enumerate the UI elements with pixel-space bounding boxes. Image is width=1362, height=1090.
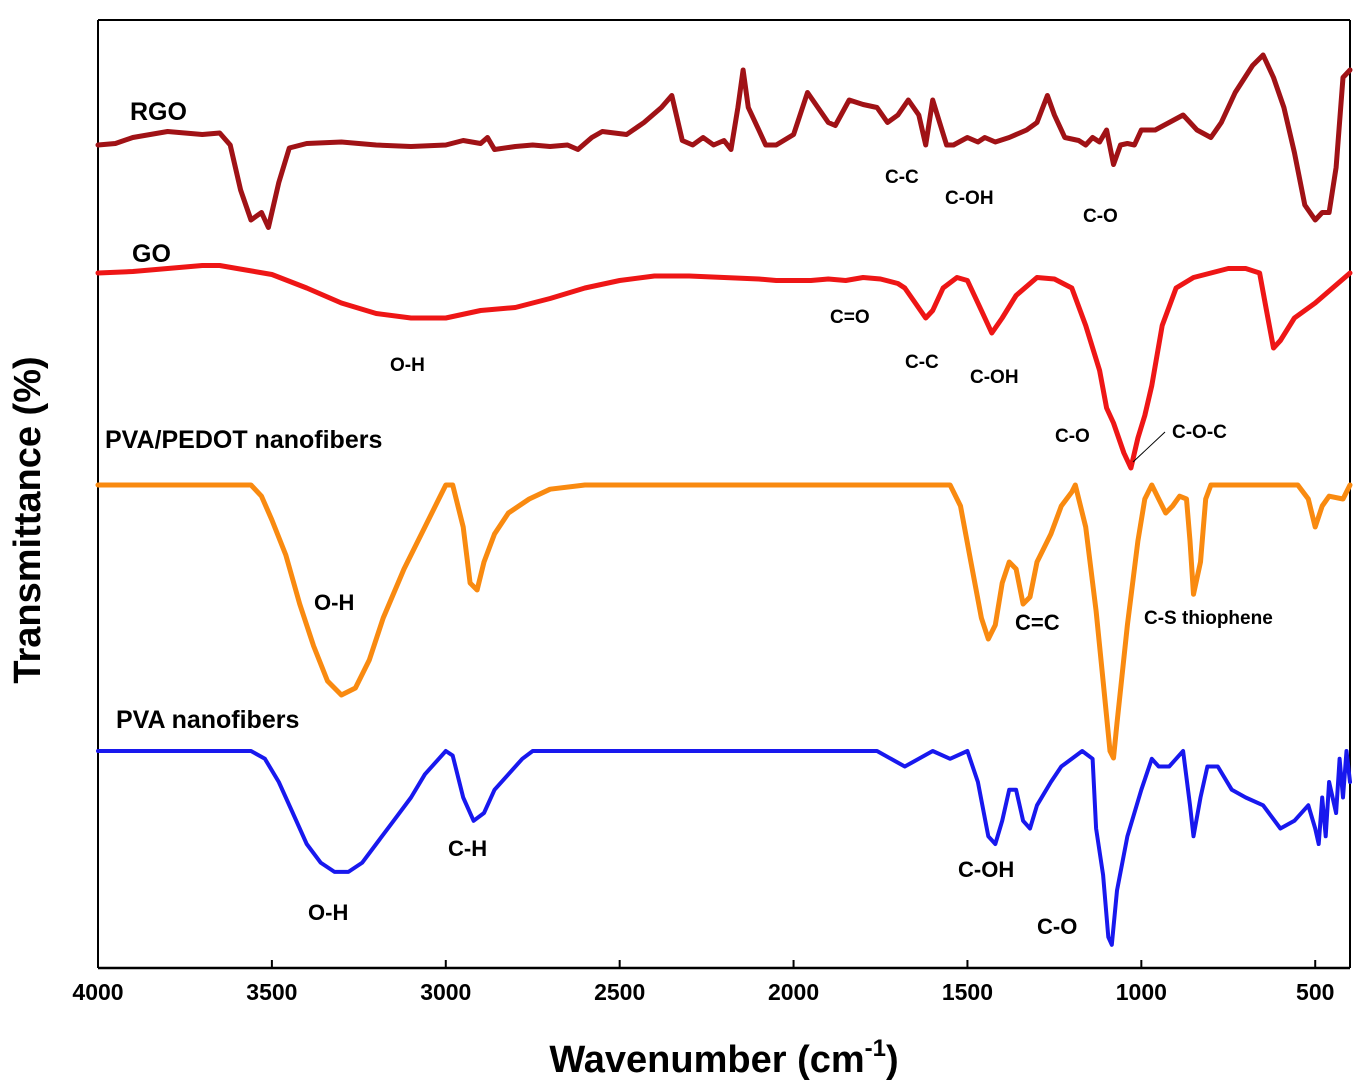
x-tick-label-2000: 2000 (768, 979, 819, 1005)
x-tick-label-3500: 3500 (246, 979, 297, 1005)
series-line-pva-pedot-nanofibers (95, 482, 1353, 761)
x-tick-label-3000: 3000 (420, 979, 471, 1005)
annotation-rgo-c-c: C-C (885, 167, 919, 188)
annotation-go-o-h: O-H (390, 355, 425, 376)
annotation-pedot-c-eq-c: C=C (1015, 610, 1060, 635)
series-line-go (95, 263, 1353, 471)
series-label-pva: PVA nanofibers (116, 706, 299, 734)
annotation-pva-c-oh: C-OH (958, 857, 1014, 882)
series-label-go: GO (132, 240, 171, 268)
annotation-go-c-o-c-leader (1132, 431, 1166, 463)
series-line-pva-nanofibers (96, 749, 1352, 947)
annotation-go-c-c: C-C (905, 352, 939, 373)
series-line-rgo (95, 52, 1353, 230)
annotation-go-c-oh: C-OH (970, 367, 1019, 388)
annotation-go-c-o-c: C-O-C (1172, 422, 1227, 443)
series-lines (95, 52, 1353, 947)
annotation-rgo-c-o: C-O (1083, 206, 1118, 227)
annotation-pva-c-o: C-O (1037, 914, 1077, 939)
annotation-go-c-o: C-O (1055, 426, 1090, 447)
annotation-rgo-c-oh: C-OH (945, 188, 994, 209)
x-tick-label-1500: 1500 (942, 979, 993, 1005)
x-tick-label-500: 500 (1296, 979, 1334, 1005)
x-tick-label-4000: 4000 (72, 979, 123, 1005)
x-axis-ticks (97, 960, 1317, 968)
annotation-pva-o-h: O-H (308, 900, 348, 925)
y-axis-title: Transmittance (%) (7, 356, 49, 683)
series-label-pva-pedot: PVA/PEDOT nanofibers (105, 426, 382, 454)
x-axis-tick-labels: 4000 3500 3000 2500 2000 1500 1000 500 (72, 979, 1334, 1005)
annotation-pedot-o-h: O-H (314, 590, 354, 615)
x-tick-label-1000: 1000 (1116, 979, 1167, 1005)
annotation-pedot-c-s-thiophene: C-S thiophene (1144, 608, 1273, 629)
series-label-rgo: RGO (130, 98, 187, 126)
x-tick-label-2500: 2500 (594, 979, 645, 1005)
x-axis-title: Wavenumber (cm-1) (549, 1035, 898, 1081)
annotation-pva-c-h: C-H (448, 836, 487, 861)
annotation-go-c-eq-o: C=O (830, 307, 870, 328)
